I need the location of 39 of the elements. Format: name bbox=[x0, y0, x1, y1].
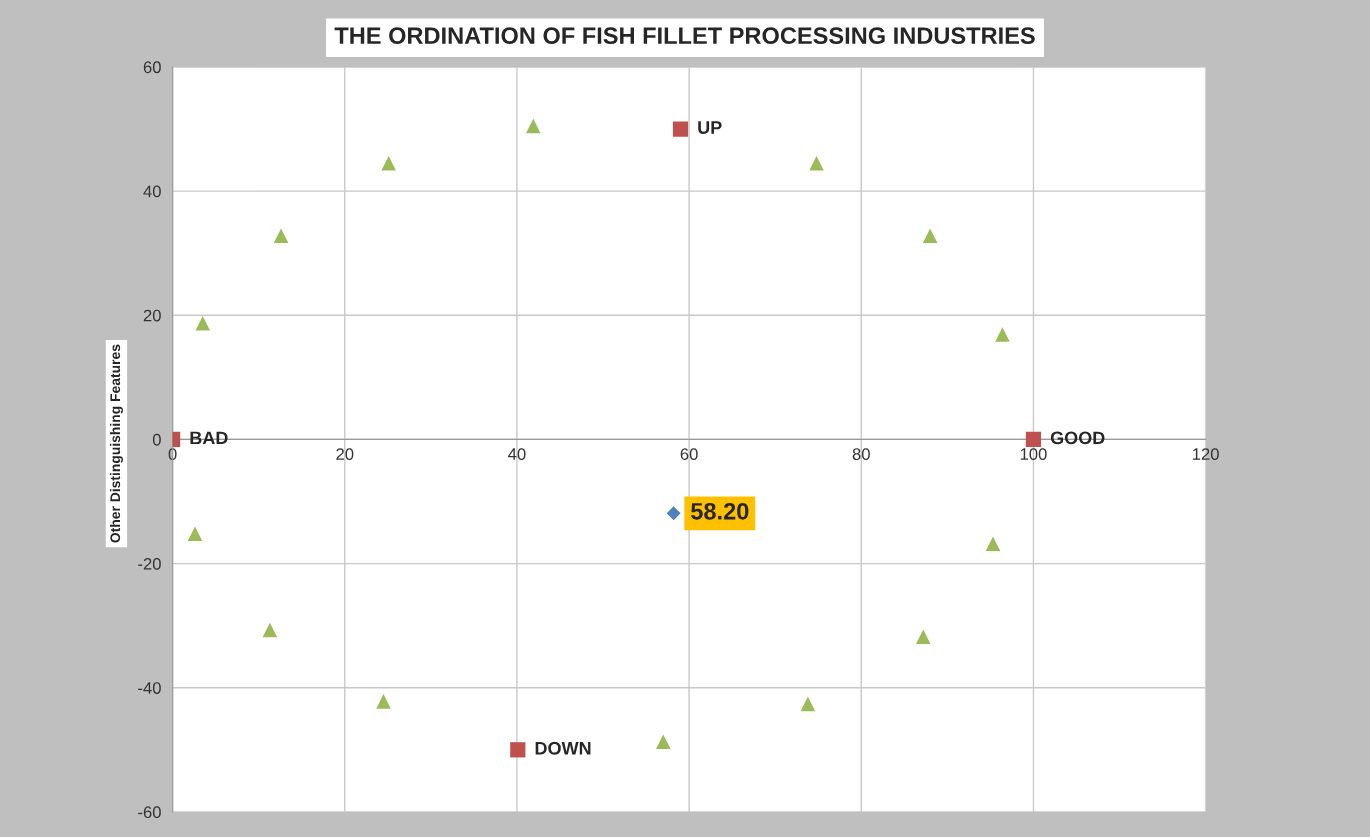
y-tick-label: 40 bbox=[143, 185, 161, 198]
point bbox=[672, 121, 689, 137]
point bbox=[510, 742, 526, 758]
annotation: UP bbox=[698, 121, 722, 134]
point bbox=[922, 228, 938, 244]
x-tick-label: 80 bbox=[852, 448, 870, 460]
annotation: 58.20 bbox=[691, 502, 749, 520]
point bbox=[195, 316, 211, 331]
y-tick-label: 20 bbox=[143, 309, 161, 322]
y-tick-label: 60 bbox=[143, 61, 161, 74]
y-tick-label: -20 bbox=[138, 557, 161, 570]
x-tick-label: 40 bbox=[508, 448, 526, 460]
x-tick-label: 100 bbox=[1020, 448, 1047, 460]
point bbox=[273, 228, 289, 244]
point bbox=[656, 734, 671, 750]
x-tick-label: 60 bbox=[680, 448, 698, 460]
y-tick-label: 0 bbox=[152, 433, 161, 446]
x-tick-label: 120 bbox=[1192, 448, 1219, 460]
point bbox=[809, 155, 824, 171]
point bbox=[666, 506, 681, 521]
point bbox=[187, 526, 203, 542]
chart-title: THE ORDINATION OF FISH FILLET PROCESSING INDUSTRIES bbox=[334, 27, 1035, 44]
point bbox=[995, 327, 1010, 342]
point bbox=[526, 118, 541, 134]
annotation: BAD bbox=[190, 431, 228, 445]
y-tick-label: -40 bbox=[138, 682, 161, 694]
y-tick-label: -60 bbox=[138, 806, 161, 819]
x-tick-label: 0 bbox=[168, 448, 177, 460]
y-axis-title: Other Distinguishing Features bbox=[109, 344, 123, 543]
point bbox=[1025, 431, 1042, 448]
x-tick-label: 20 bbox=[336, 448, 354, 460]
point bbox=[376, 694, 391, 709]
annotation: GOOD bbox=[1050, 431, 1105, 445]
point bbox=[915, 629, 931, 645]
annotation: DOWN bbox=[535, 741, 591, 755]
point bbox=[800, 696, 816, 712]
point bbox=[985, 536, 1001, 551]
point bbox=[381, 155, 396, 171]
point bbox=[262, 622, 278, 638]
